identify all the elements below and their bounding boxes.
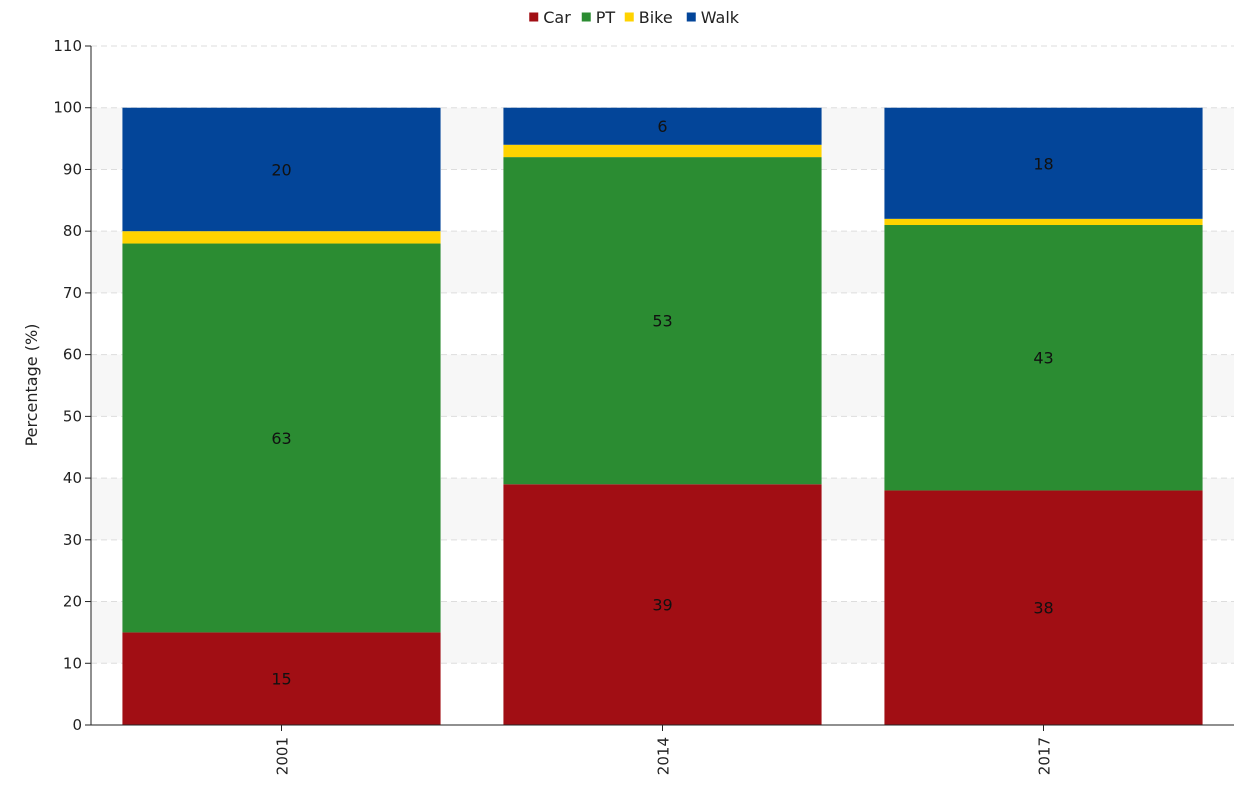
bar-segment <box>884 107 1203 219</box>
y-tick-label: 30 <box>63 531 82 549</box>
data-label: 43 <box>1033 349 1053 368</box>
legend-label: PT <box>596 8 616 27</box>
legend-swatch <box>686 12 696 22</box>
legend: Car PT Bike Walk <box>529 8 740 27</box>
y-tick-label: 10 <box>63 654 82 672</box>
y-axis-title: Percentage (%) <box>22 324 41 447</box>
y-tick-label: 40 <box>63 469 82 487</box>
legend-swatch <box>529 12 539 22</box>
data-label: 18 <box>1033 154 1053 173</box>
data-label: 39 <box>652 596 672 615</box>
bar-segment <box>503 107 822 145</box>
y-tick-label: 50 <box>63 407 82 425</box>
bar-segment <box>884 218 1203 226</box>
legend-swatch <box>624 12 634 22</box>
legend-label: Bike <box>639 8 673 27</box>
legend-label: Car <box>543 8 571 27</box>
y-axis-ticks: 0 10 20 30 40 50 60 70 80 90 100 110 <box>53 37 91 734</box>
bar-segment <box>884 490 1203 725</box>
y-tick-label: 80 <box>63 222 82 240</box>
data-label: 53 <box>652 312 672 331</box>
data-label: 38 <box>1033 599 1053 618</box>
x-tick-label: 2014 <box>655 737 673 775</box>
bar-segment <box>122 243 441 633</box>
bar-segment <box>503 144 822 158</box>
y-tick-label: 90 <box>63 160 82 178</box>
legend-label: Walk <box>701 8 740 27</box>
bar-segment <box>503 157 822 485</box>
y-tick-label: 20 <box>63 593 82 611</box>
bar-segment <box>122 107 441 232</box>
y-tick-label: 70 <box>63 284 82 302</box>
y-tick-label: 110 <box>53 37 82 55</box>
bars <box>122 107 1203 725</box>
x-tick-label: 2017 <box>1036 737 1054 775</box>
y-tick-label: 100 <box>53 99 82 117</box>
bar-segment <box>122 231 441 244</box>
data-label: 15 <box>271 670 291 689</box>
y-tick-label: 60 <box>63 346 82 364</box>
data-label: 20 <box>271 160 291 179</box>
data-label: 6 <box>657 117 667 136</box>
bar-segment <box>503 484 822 725</box>
data-label: 63 <box>271 429 291 448</box>
data-labels: 15 63 20 39 53 6 38 43 18 <box>271 117 1053 688</box>
bar-segment <box>884 225 1203 491</box>
legend-swatch <box>581 12 591 22</box>
x-axis-ticks: 2001 2014 2017 <box>274 725 1054 775</box>
x-tick-label: 2001 <box>274 737 292 775</box>
bar-segment <box>122 632 441 725</box>
y-tick-label: 0 <box>72 716 82 734</box>
